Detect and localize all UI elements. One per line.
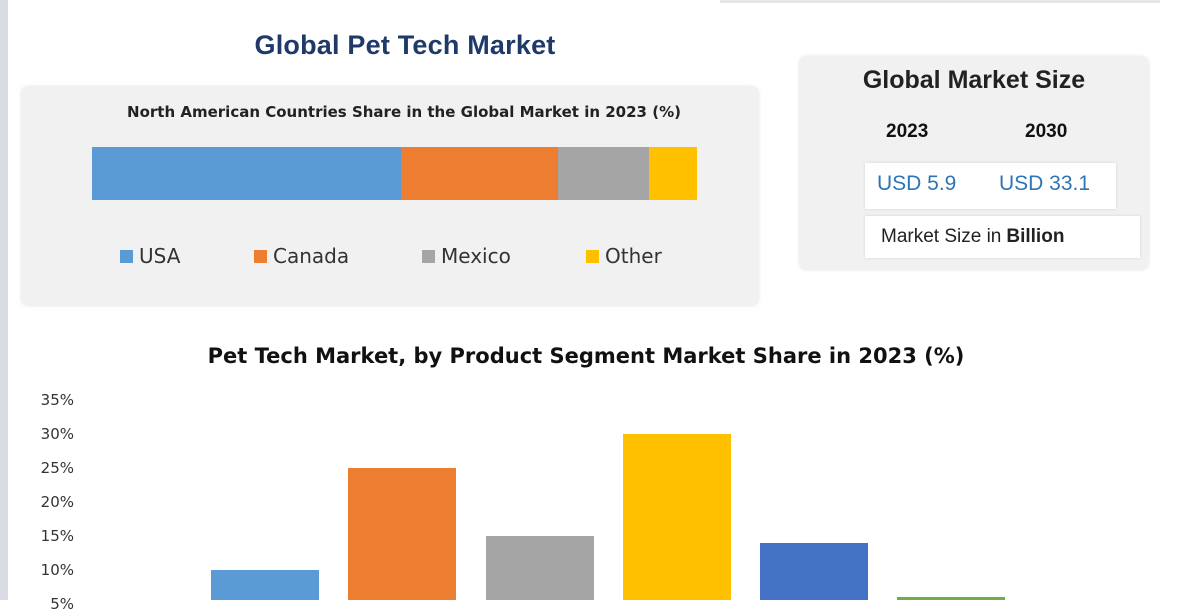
legend-label: Canada xyxy=(273,244,350,268)
stacked-segment-canada xyxy=(400,147,558,200)
legend-label: USA xyxy=(139,244,181,268)
legend-label: Mexico xyxy=(441,244,511,268)
segment-bar-5 xyxy=(760,542,868,600)
market-size-title: Global Market Size xyxy=(862,66,1086,94)
value-2023: USD 5.9 xyxy=(877,172,957,195)
segment-bar-3 xyxy=(486,536,594,600)
market-value-box xyxy=(865,163,1116,209)
segment-bar-2 xyxy=(348,468,456,600)
unit-prefix: Market Size in xyxy=(881,226,1002,247)
y-tick-label: 20% xyxy=(40,493,74,511)
y-tick-label: 10% xyxy=(40,561,74,579)
segment-bar-4 xyxy=(623,434,731,600)
page-title: Global Pet Tech Market xyxy=(254,30,556,60)
y-tick-label: 25% xyxy=(40,459,74,477)
legend-item-mexico: Mexico xyxy=(422,244,511,268)
y-tick-label: 35% xyxy=(40,391,74,409)
y-tick-label: 30% xyxy=(40,425,74,443)
legend-swatch xyxy=(586,249,599,263)
unit-bold: Billion xyxy=(1006,226,1065,247)
year-2030-label: 2030 xyxy=(1025,121,1068,142)
legend-swatch xyxy=(254,249,267,263)
y-tick-label: 15% xyxy=(40,527,74,545)
legend-swatch xyxy=(422,249,435,263)
segment-bar-6 xyxy=(897,597,1005,600)
north-america-chart-title: North American Countries Share in the Gl… xyxy=(127,103,681,121)
segment-chart-title: Pet Tech Market, by Product Segment Mark… xyxy=(207,344,965,368)
legend-item-canada: Canada xyxy=(254,244,349,268)
legend-item-usa: USA xyxy=(120,244,180,268)
legend-label: Other xyxy=(605,244,662,268)
market-size-unit: Market Size in Billion xyxy=(865,216,1140,258)
legend-swatch xyxy=(120,249,133,263)
segment-bar-1 xyxy=(211,570,319,600)
y-tick-label: 5% xyxy=(50,595,74,613)
year-2023-label: 2023 xyxy=(886,121,929,142)
page-left-edge xyxy=(0,0,8,600)
value-2030: USD 33.1 xyxy=(999,172,1091,195)
stacked-segment-other xyxy=(648,147,697,200)
stacked-segment-mexico xyxy=(557,147,649,200)
legend-item-other: Other xyxy=(586,244,662,268)
top-divider xyxy=(720,0,1160,3)
stacked-segment-usa xyxy=(92,147,401,200)
